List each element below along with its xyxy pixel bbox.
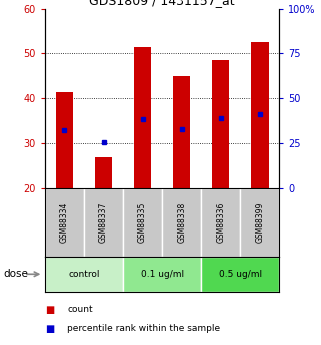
Bar	[201, 257, 279, 292]
Text: 0.5 ug/ml: 0.5 ug/ml	[219, 270, 262, 279]
Bar	[212, 60, 230, 188]
Bar	[134, 47, 152, 188]
Bar	[123, 188, 162, 257]
Bar	[95, 157, 112, 188]
Bar	[56, 91, 73, 188]
Text: GSM88399: GSM88399	[255, 202, 264, 243]
Bar	[173, 76, 190, 188]
Bar	[162, 188, 201, 257]
Text: GSM88337: GSM88337	[99, 202, 108, 243]
Bar	[251, 42, 269, 188]
Text: 0.1 ug/ml: 0.1 ug/ml	[141, 270, 184, 279]
Text: dose: dose	[3, 269, 28, 279]
Text: percentile rank within the sample: percentile rank within the sample	[67, 324, 221, 333]
Bar	[201, 188, 240, 257]
Bar	[240, 188, 279, 257]
Text: ■: ■	[45, 305, 54, 315]
Text: count: count	[67, 305, 93, 314]
Bar	[45, 257, 123, 292]
Text: GSM88336: GSM88336	[216, 202, 225, 243]
Bar	[123, 257, 201, 292]
Text: ■: ■	[45, 324, 54, 334]
Bar	[84, 188, 123, 257]
Text: GSM88335: GSM88335	[138, 202, 147, 243]
Text: control: control	[68, 270, 100, 279]
Bar	[45, 188, 84, 257]
Text: GSM88334: GSM88334	[60, 202, 69, 243]
Text: GSM88338: GSM88338	[177, 202, 186, 243]
Title: GDS1809 / 1431157_at: GDS1809 / 1431157_at	[89, 0, 235, 8]
